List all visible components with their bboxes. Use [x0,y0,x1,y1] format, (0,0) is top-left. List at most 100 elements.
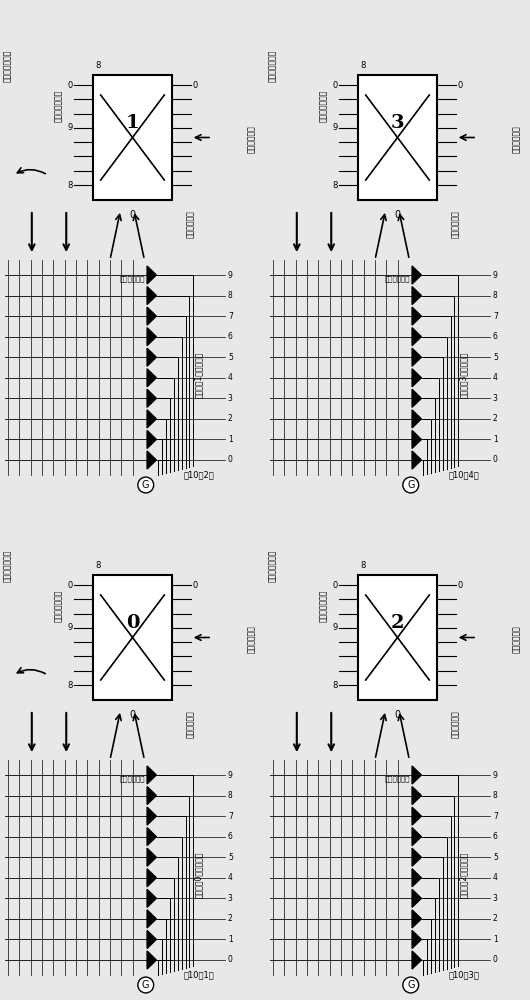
Text: 0: 0 [457,580,462,589]
Text: G: G [142,980,149,990]
Text: 5: 5 [228,353,233,362]
Polygon shape [412,889,421,907]
Text: 7: 7 [493,312,498,321]
Text: 8: 8 [360,560,366,570]
Text: 9: 9 [68,123,73,132]
Text: 7: 7 [228,312,233,321]
Text: 2: 2 [228,414,233,423]
Text: 9: 9 [333,123,338,132]
Polygon shape [412,328,421,346]
Text: 9: 9 [68,623,73,632]
Polygon shape [412,766,421,784]
Text: 0: 0 [493,456,498,464]
Polygon shape [412,951,421,969]
Text: 3: 3 [391,113,404,131]
Text: 9: 9 [228,770,233,780]
Text: 漏极位权输入: 漏极位权输入 [187,710,195,738]
Text: 栅极位权控制: 栅极位权控制 [513,125,521,153]
Polygon shape [412,848,421,866]
Text: 4: 4 [228,373,233,382]
Polygon shape [147,287,156,305]
Text: 3: 3 [228,394,233,403]
Text: 源极位权输入: 源极位权输入 [385,275,410,282]
Text: 8: 8 [67,680,73,690]
Text: 十进制乘3模块连接图: 十进制乘3模块连接图 [460,352,468,398]
Text: 8: 8 [332,680,338,690]
Text: 源极位权输入: 源极位权输入 [120,775,145,782]
Text: 0: 0 [129,210,136,220]
Text: 进位位权输出端: 进位位权输出端 [4,550,12,582]
Text: 2: 2 [228,914,233,923]
Text: 0: 0 [126,613,139,632]
Text: 8: 8 [67,180,73,190]
Polygon shape [412,869,421,887]
Text: 5: 5 [493,353,498,362]
Polygon shape [412,430,421,448]
Polygon shape [147,307,156,325]
Polygon shape [412,807,421,825]
Text: 2: 2 [493,414,498,423]
Text: 2: 2 [391,613,404,632]
Text: 0: 0 [68,81,73,90]
Text: 源极位权输入: 源极位权输入 [120,275,145,282]
Text: 0: 0 [129,710,136,720]
Polygon shape [147,787,156,805]
Text: 本位位权输出端: 本位位权输出端 [54,90,63,122]
Text: 9: 9 [493,270,498,279]
Text: 图10（3）: 图10（3） [448,970,479,980]
Text: 十进制乘0模块连接图: 十进制乘0模块连接图 [195,852,203,898]
Polygon shape [147,266,156,284]
Polygon shape [147,451,156,469]
Text: 图10（4）: 图10（4） [448,471,479,480]
Text: 1: 1 [228,435,233,444]
Text: 0: 0 [228,956,233,964]
Text: 漏极位权输入: 漏极位权输入 [187,210,195,238]
Text: 0: 0 [394,210,401,220]
Text: 3: 3 [493,894,498,903]
Text: 8: 8 [95,60,101,70]
Polygon shape [147,848,156,866]
Text: 进位位权输出端: 进位位权输出端 [269,550,277,582]
Text: 4: 4 [493,873,498,882]
Text: 0: 0 [493,956,498,964]
Polygon shape [147,389,156,407]
Text: 8: 8 [493,291,498,300]
Polygon shape [412,307,421,325]
Text: 8: 8 [332,180,338,190]
Polygon shape [412,451,421,469]
Text: G: G [407,980,414,990]
Text: 3: 3 [228,894,233,903]
Text: 4: 4 [493,373,498,382]
Bar [93,575,172,700]
Text: 5: 5 [228,853,233,862]
Text: 1: 1 [493,935,498,944]
Text: 图10（1）: 图10（1） [183,970,214,980]
Text: 1: 1 [126,113,139,131]
Text: 3: 3 [493,394,498,403]
Polygon shape [147,930,156,948]
Polygon shape [412,910,421,928]
Polygon shape [147,348,156,366]
Text: 9: 9 [333,623,338,632]
Polygon shape [147,889,156,907]
Text: 0: 0 [457,81,462,90]
Bar [358,75,437,200]
Polygon shape [147,910,156,928]
Polygon shape [412,930,421,948]
Polygon shape [147,369,156,387]
Bar [93,75,172,200]
Text: 7: 7 [228,812,233,821]
Polygon shape [412,389,421,407]
Text: 8: 8 [493,791,498,800]
Polygon shape [412,287,421,305]
Bar [358,575,437,700]
Text: 7: 7 [493,812,498,821]
Polygon shape [412,266,421,284]
Text: 6: 6 [493,332,498,341]
Text: 漏极位权输入: 漏极位权输入 [452,710,460,738]
Text: 0: 0 [333,81,338,90]
Text: 漏极位权输入: 漏极位权输入 [452,210,460,238]
Text: 十进制乘2模块连接图: 十进制乘2模块连接图 [460,852,468,898]
Polygon shape [147,328,156,346]
Polygon shape [412,787,421,805]
